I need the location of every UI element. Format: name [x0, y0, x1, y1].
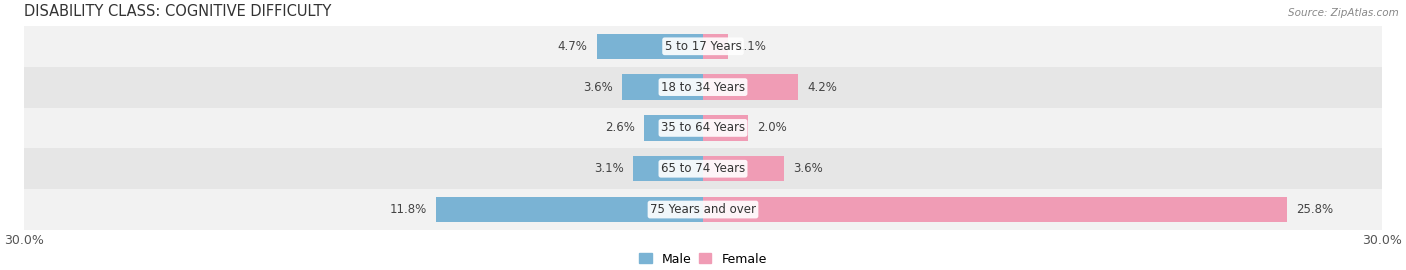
Text: 4.7%: 4.7%	[558, 40, 588, 53]
Legend: Male, Female: Male, Female	[640, 252, 766, 265]
Text: 35 to 64 Years: 35 to 64 Years	[661, 122, 745, 134]
Bar	[24, 67, 1382, 107]
Text: 25.8%: 25.8%	[1296, 203, 1333, 216]
Text: 18 to 34 Years: 18 to 34 Years	[661, 81, 745, 94]
Text: Source: ZipAtlas.com: Source: ZipAtlas.com	[1288, 8, 1399, 18]
Text: 3.6%: 3.6%	[793, 162, 824, 175]
Text: 2.6%: 2.6%	[605, 122, 636, 134]
Bar	[596, 34, 703, 59]
Bar	[703, 75, 799, 100]
Bar	[633, 156, 703, 181]
Bar	[703, 197, 1286, 222]
Text: 65 to 74 Years: 65 to 74 Years	[661, 162, 745, 175]
Bar	[703, 156, 785, 181]
Text: 3.6%: 3.6%	[582, 81, 613, 94]
Bar	[436, 197, 703, 222]
Bar	[24, 148, 1382, 189]
Text: 1.1%: 1.1%	[737, 40, 766, 53]
Text: DISABILITY CLASS: COGNITIVE DIFFICULTY: DISABILITY CLASS: COGNITIVE DIFFICULTY	[24, 4, 332, 19]
Bar	[703, 34, 728, 59]
Text: 3.1%: 3.1%	[595, 162, 624, 175]
Bar	[621, 75, 703, 100]
Text: 5 to 17 Years: 5 to 17 Years	[665, 40, 741, 53]
Bar	[24, 107, 1382, 148]
Text: 75 Years and over: 75 Years and over	[650, 203, 756, 216]
Bar	[24, 26, 1382, 67]
Text: 11.8%: 11.8%	[389, 203, 427, 216]
Text: 2.0%: 2.0%	[758, 122, 787, 134]
Bar	[644, 115, 703, 141]
Bar	[703, 115, 748, 141]
Text: 4.2%: 4.2%	[807, 81, 837, 94]
Bar	[24, 189, 1382, 230]
